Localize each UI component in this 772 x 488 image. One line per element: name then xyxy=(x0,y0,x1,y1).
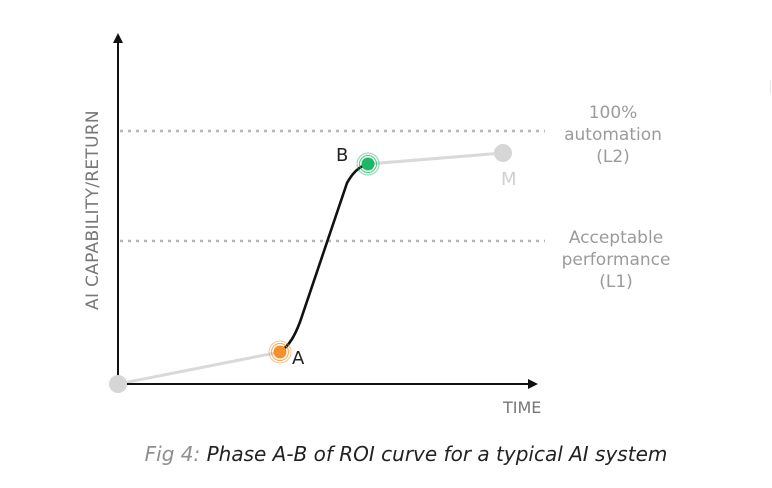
edge-divider xyxy=(770,80,771,94)
figure-caption: Fig 4: Phase A-B of ROI curve for a typi… xyxy=(0,442,772,466)
svg-text:automation: automation xyxy=(564,125,662,145)
point-b xyxy=(356,152,380,176)
caption-text: Phase A-B of ROI curve for a typical AI … xyxy=(206,442,668,466)
origin-to-a-segment xyxy=(117,350,281,386)
origin-point xyxy=(109,375,127,393)
l2-level-label: 100% automation (L2) xyxy=(564,103,662,167)
b-to-m-segment xyxy=(367,151,504,166)
a-to-b-curve xyxy=(279,162,369,354)
svg-text:100%: 100% xyxy=(589,103,638,123)
caption-prefix: Fig 4: xyxy=(144,442,201,466)
point-m xyxy=(494,144,512,162)
y-axis-label: AI CAPABILITY/RETURN xyxy=(83,110,103,310)
svg-text:performance: performance xyxy=(562,250,671,270)
point-m-label: M xyxy=(501,169,517,190)
l1-level-label: Acceptable performance (L1) xyxy=(562,228,671,292)
svg-text:(L1): (L1) xyxy=(599,272,633,292)
point-a xyxy=(268,340,292,364)
svg-text:(L2): (L2) xyxy=(596,147,630,167)
x-axis-label: TIME xyxy=(502,398,541,417)
point-b-label: B xyxy=(336,145,348,166)
svg-text:Acceptable: Acceptable xyxy=(569,228,663,248)
point-a-label: A xyxy=(292,348,305,369)
